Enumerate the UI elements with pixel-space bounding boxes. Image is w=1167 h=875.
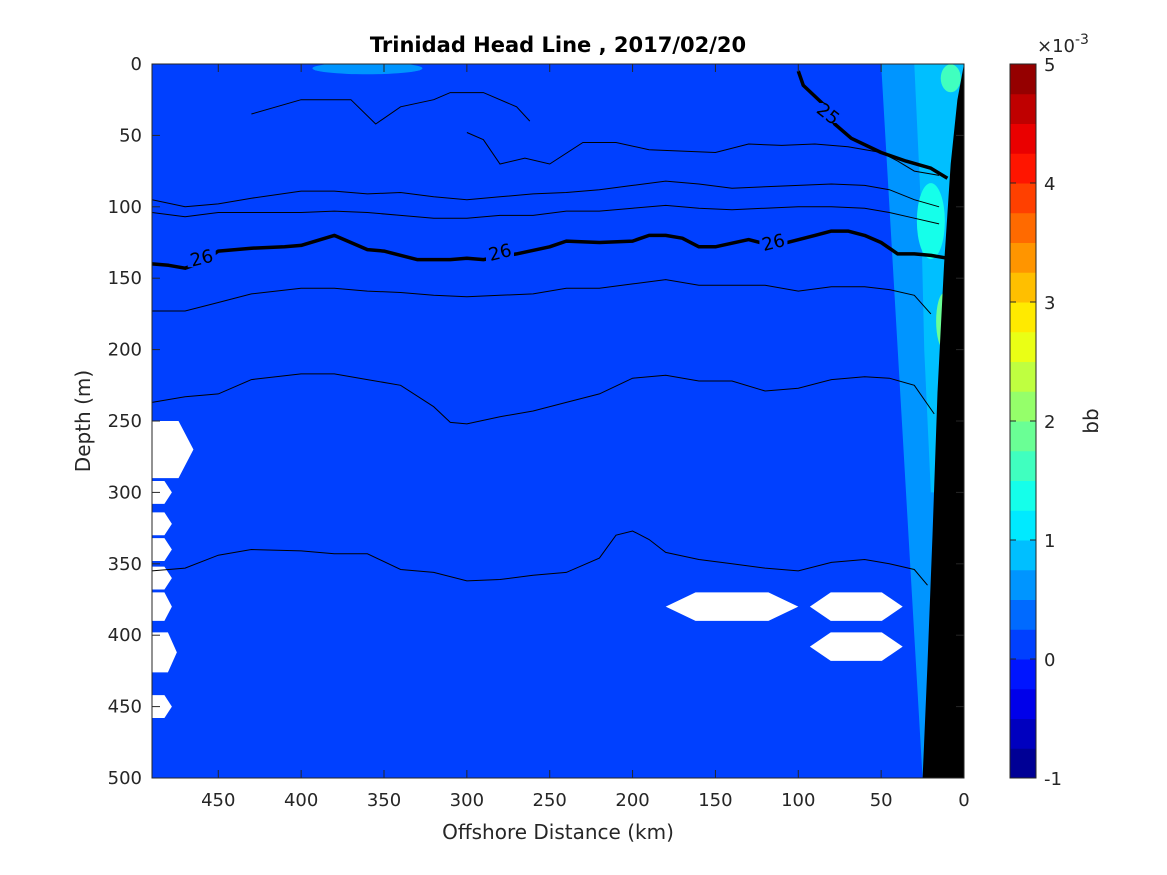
- contour-label-bg: [759, 231, 788, 252]
- colorbar-segment: [1010, 569, 1036, 600]
- colorbar-segment: [1010, 272, 1036, 303]
- colorbar-segment: [1010, 540, 1036, 571]
- x-axis-label: Offshore Distance (km): [442, 820, 674, 844]
- colorbar-segment: [1010, 748, 1036, 779]
- seafloor: [922, 64, 964, 778]
- colorbar-segment: [1010, 361, 1036, 392]
- x-tick-label: 100: [781, 790, 815, 811]
- colorbar-tick-label: 4: [1044, 174, 1055, 195]
- x-tick-label: 450: [201, 790, 235, 811]
- missing-patch-0: [152, 421, 194, 479]
- x-tick-label: 300: [450, 790, 484, 811]
- missing-patch-2: [152, 512, 172, 536]
- missing-patch-7: [152, 695, 172, 719]
- colorbar-segment: [1010, 480, 1036, 511]
- colorbar-segment: [1010, 629, 1036, 660]
- colorbar-tick-label: 5: [1044, 55, 1055, 76]
- colorbar-label: bb: [1079, 408, 1103, 433]
- bottom-topography: [922, 64, 964, 778]
- y-tick-label: 350: [108, 554, 142, 575]
- thin-contour-0: [251, 92, 531, 125]
- thin-contour-4: [152, 279, 932, 315]
- colorbar-tick-label: 1: [1044, 531, 1055, 552]
- surface-patch: [312, 64, 423, 75]
- colorbar-segment: [1010, 688, 1036, 719]
- colorbar-segment: [1010, 64, 1036, 95]
- thin-contour-5: [152, 373, 935, 425]
- missing-data-patches: [152, 421, 903, 719]
- thin-contour-6: [152, 530, 928, 586]
- background-field: [152, 64, 964, 778]
- thin-contour-3: [152, 204, 940, 225]
- colorbar-segment: [1010, 302, 1036, 333]
- colorbar-segment: [1010, 659, 1036, 690]
- colorbar-exponent: ×10-3: [1037, 32, 1089, 57]
- y-tick-label: 0: [131, 54, 142, 75]
- colorbar-tick-label: -1: [1044, 769, 1062, 790]
- colorbar-segment: [1010, 153, 1036, 184]
- colorbar-tick-label: 0: [1044, 650, 1055, 671]
- colorbar: -1 0 1 2 3 4 5: [1009, 55, 1062, 790]
- missing-patch-5: [152, 592, 172, 621]
- y-tick-label: 400: [108, 625, 142, 646]
- x-tick-label: 50: [870, 790, 893, 811]
- x-tick-label: 250: [533, 790, 567, 811]
- y-tick-label: 300: [108, 482, 142, 503]
- colorbar-segment: [1010, 183, 1036, 214]
- y-tick-label: 450: [108, 697, 142, 718]
- isopycnal-25: [796, 70, 949, 180]
- colorbar-segment: [1010, 242, 1036, 273]
- surface-bloom: [940, 64, 961, 93]
- colorbar-tick-label: 3: [1044, 293, 1055, 314]
- y-tick-label: 200: [108, 340, 142, 361]
- colorbar-segment: [1010, 450, 1036, 481]
- subsurface-maximum: [916, 183, 945, 260]
- colorbar-segment: [1010, 93, 1036, 124]
- contour-label-bg: [486, 241, 514, 262]
- contour-label-bg: [187, 247, 216, 268]
- missing-patch-6: [152, 632, 177, 673]
- x-tick-label: 150: [698, 790, 732, 811]
- x-tick-label: 0: [958, 790, 969, 811]
- y-tick-label: 100: [108, 197, 142, 218]
- colorbar-segment: [1010, 391, 1036, 422]
- thin-contour-2: [152, 180, 940, 208]
- colorbar-segment: [1010, 718, 1036, 749]
- x-axis-ticks: 450 400 350 300 250 200 150 100 50 0: [201, 64, 970, 811]
- x-tick-label: 350: [367, 790, 401, 811]
- x-tick-label: 200: [615, 790, 649, 811]
- y-tick-label: 150: [108, 268, 142, 289]
- missing-patch-8: [665, 592, 799, 621]
- missing-patch-1: [152, 480, 172, 504]
- colorbar-segment: [1010, 123, 1036, 154]
- colorbar-segment: [1010, 510, 1036, 541]
- missing-patch-3: [152, 538, 172, 561]
- colorbar-segment: [1010, 331, 1036, 362]
- missing-patch-4: [152, 566, 172, 590]
- missing-patch-10: [809, 632, 903, 661]
- y-tick-label: 500: [108, 768, 142, 789]
- y-tick-label: 250: [108, 411, 142, 432]
- chart-title: Trinidad Head Line , 2017/02/20: [370, 33, 746, 57]
- colorbar-segment: [1010, 599, 1036, 630]
- y-axis-label: Depth (m): [71, 370, 95, 472]
- colorbar-tick-label: 2: [1044, 412, 1055, 433]
- y-tick-label: 50: [119, 125, 142, 146]
- isopycnal-26: [152, 229, 948, 270]
- y-axis-ticks: 0 50 100 150 200 250 300 350 400 450 500: [108, 54, 964, 789]
- colorbar-segment: [1010, 421, 1036, 452]
- missing-patch-9: [809, 592, 903, 621]
- colorbar-segment: [1010, 212, 1036, 243]
- x-tick-label: 400: [284, 790, 318, 811]
- contour-label-bg: [814, 102, 843, 123]
